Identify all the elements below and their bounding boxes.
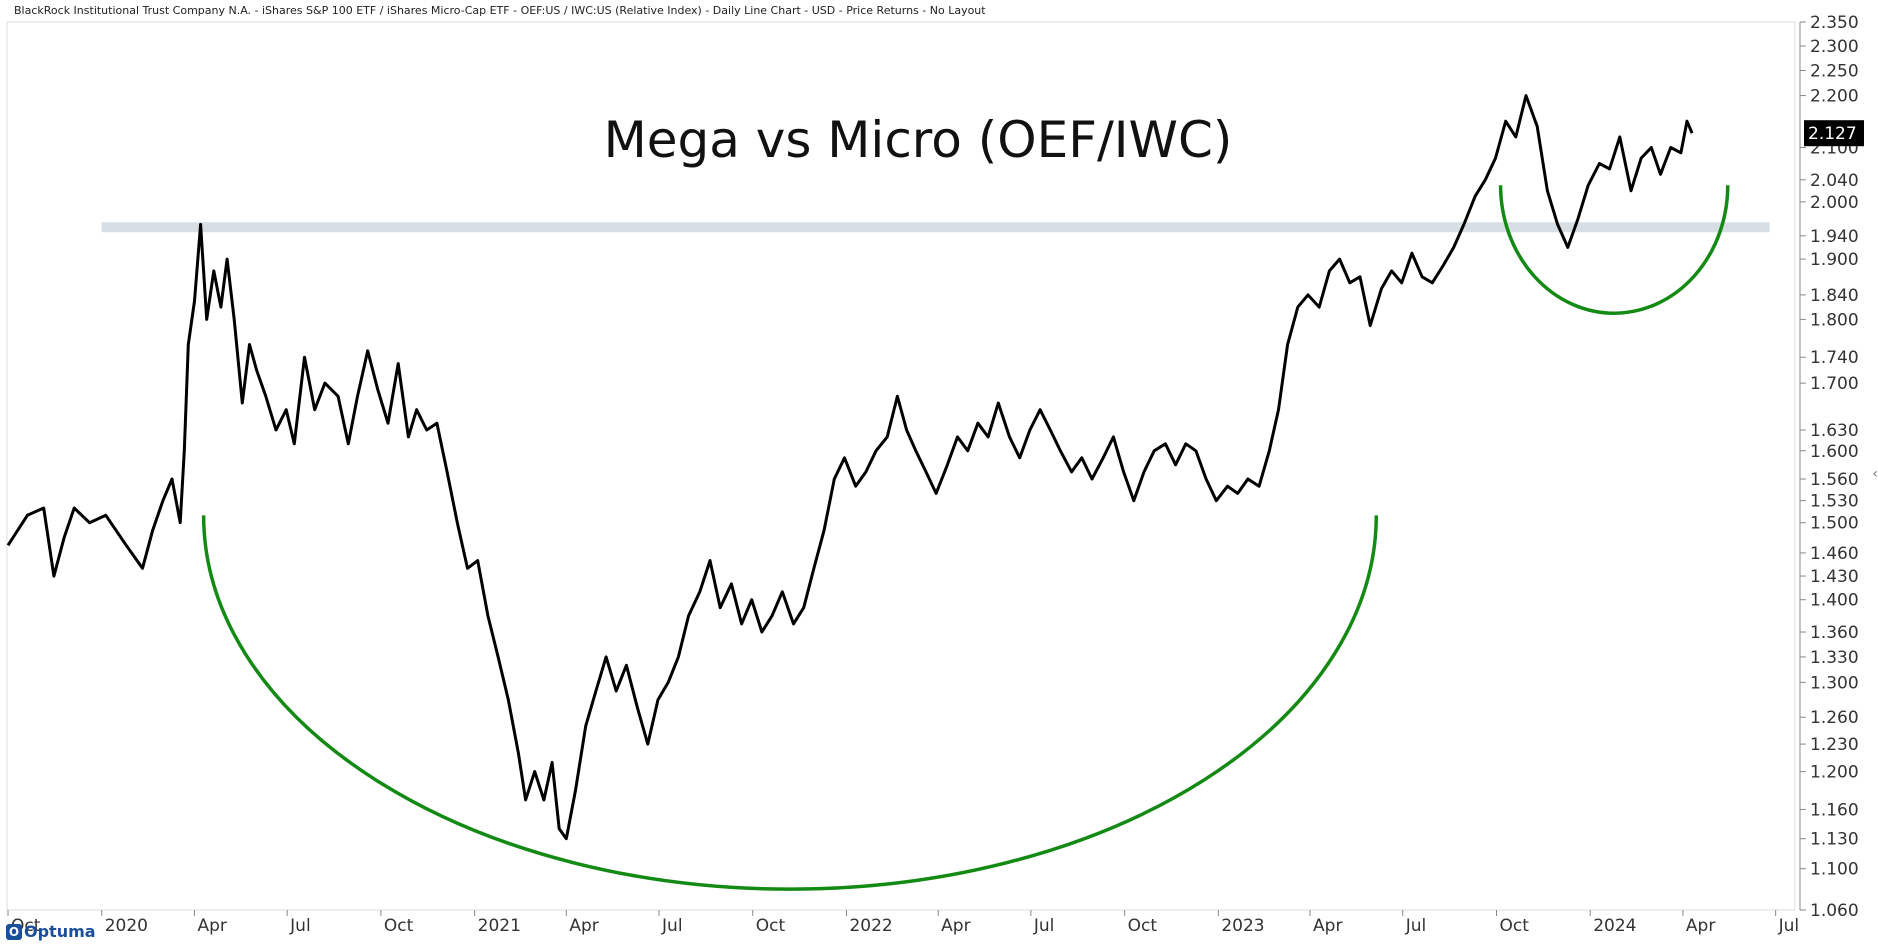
y-tick-label: 1.430 <box>1810 567 1859 587</box>
y-tick-label: 1.800 <box>1810 310 1859 330</box>
y-tick-label: 1.600 <box>1810 442 1859 462</box>
y-tick-label: 1.060 <box>1810 901 1859 921</box>
optuma-logo-text: Optuma <box>24 922 96 941</box>
x-tick-label: Oct <box>384 916 414 936</box>
x-tick-label: Jul <box>289 916 311 936</box>
x-tick-label: Apr <box>197 916 226 936</box>
x-tick-label: Apr <box>941 916 970 936</box>
rounded-bottom-arc <box>201 515 1379 891</box>
x-tick-label: 2024 <box>1593 916 1636 936</box>
optuma-logo: O Optuma <box>6 922 96 941</box>
y-tick-label: 1.200 <box>1810 763 1859 783</box>
y-tick-label: 1.900 <box>1810 250 1859 270</box>
plot-area <box>6 21 1796 911</box>
x-tick-label: Jul <box>1778 916 1800 936</box>
resistance-band <box>101 222 1770 233</box>
x-tick-label: Jul <box>1033 916 1055 936</box>
y-tick-label: 1.160 <box>1810 800 1859 820</box>
chart-title: Mega vs Micro (OEF/IWC) <box>604 111 1233 169</box>
y-tick-label: 2.040 <box>1810 171 1859 191</box>
y-tick-label: 1.360 <box>1810 623 1859 643</box>
x-tick-label: Jul <box>661 916 683 936</box>
y-tick-label: 1.460 <box>1810 544 1859 564</box>
x-tick-label: Oct <box>756 916 786 936</box>
chart-header-caption: BlackRock Institutional Trust Company N.… <box>14 4 986 17</box>
y-tick-label: 1.330 <box>1810 648 1859 668</box>
y-tick-label: 1.630 <box>1810 421 1859 441</box>
x-tick-label: 2022 <box>849 916 892 936</box>
y-tick-label: 1.500 <box>1810 514 1859 534</box>
y-axis: 2.3502.3002.2502.2002.1002.0402.0001.940… <box>1799 13 1859 921</box>
last-value-label: 2.127 <box>1808 124 1857 144</box>
x-tick-label: Apr <box>569 916 598 936</box>
x-tick-label: Jul <box>1405 916 1427 936</box>
x-axis: Oct 2020 Apr Jul Oct 2021 Apr Jul Oct 2022 Apr Jul O… <box>7 910 1800 936</box>
y-tick-label: 1.230 <box>1810 735 1859 755</box>
x-tick-label: 2023 <box>1221 916 1264 936</box>
y-tick-label: 2.300 <box>1810 37 1859 57</box>
y-tick-label: 1.300 <box>1810 673 1859 693</box>
rounded-bottom-arc <box>1498 185 1730 315</box>
y-tick-label: 1.400 <box>1810 591 1859 611</box>
y-tick-label: 1.530 <box>1810 492 1859 512</box>
x-tick-label: 2021 <box>478 916 521 936</box>
y-tick-label: 2.250 <box>1810 62 1859 82</box>
y-tick-label: 1.940 <box>1810 227 1859 247</box>
x-tick-label: Oct <box>1128 916 1158 936</box>
last-value-bg <box>1804 120 1864 147</box>
y-tick-label: 1.130 <box>1810 830 1859 850</box>
x-tick-label: 2020 <box>105 916 148 936</box>
y-tick-label: 1.740 <box>1810 348 1859 368</box>
x-tick-label: Apr <box>1313 916 1342 936</box>
x-tick-label: Oct <box>1499 916 1529 936</box>
series-line[interactable] <box>6 94 1694 841</box>
arc-annotations <box>201 185 1730 891</box>
y-tick-label: 1.560 <box>1810 470 1859 490</box>
y-tick-label: 1.100 <box>1810 860 1859 880</box>
optuma-logo-mark: O <box>6 923 22 940</box>
last-value-badge: 2.127 <box>1804 120 1864 147</box>
x-tick-label: Apr <box>1686 916 1715 936</box>
collapse-panel-icon[interactable]: ‹ <box>1872 466 1878 482</box>
y-tick-label: 2.350 <box>1810 13 1859 33</box>
y-tick-label: 2.000 <box>1810 193 1859 213</box>
y-tick-label: 1.700 <box>1810 374 1859 394</box>
y-tick-label: 1.840 <box>1810 286 1859 306</box>
y-tick-label: 1.260 <box>1810 708 1859 728</box>
y-tick-label: 2.200 <box>1810 87 1859 107</box>
